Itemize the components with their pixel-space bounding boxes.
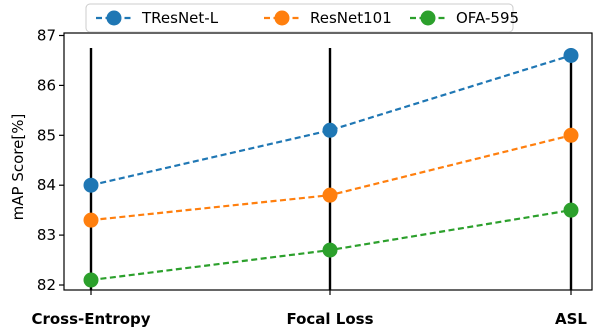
data-point [563,202,579,218]
y-tick-label: 83 [37,226,56,244]
x-tick-label: ASL [555,310,587,327]
data-point [322,122,338,138]
legend-label: TResNet-L [141,9,219,27]
legend-marker [274,10,290,26]
legend-marker [106,10,122,26]
legend-marker [420,10,436,26]
x-axis: Cross-Entropy Focal Loss ASL [31,290,587,327]
data-point [83,272,99,288]
data-point [83,212,99,228]
plot-frame [63,32,593,291]
plot-area [63,32,593,291]
legend: TResNet-L ResNet101 OFA-595 [85,3,519,33]
y-tick-label: 84 [37,176,56,194]
y-tick-label: 87 [37,26,56,44]
data-point [83,177,99,193]
y-tick-label: 85 [37,126,56,144]
y-tick-label: 86 [37,76,56,94]
legend-label: ResNet101 [310,9,392,27]
data-point [563,47,579,63]
y-axis-title: mAP Score[%] [9,114,27,221]
data-point [322,242,338,258]
legend-box [85,3,514,33]
data-point [322,187,338,203]
y-tick-label: 82 [37,276,56,294]
series-line [90,54,572,187]
x-tick-label: Cross-Entropy [31,310,150,327]
legend-label: OFA-595 [456,9,519,27]
y-axis: 82 83 84 85 86 87 [37,26,64,294]
x-tick-label: Focal Loss [286,310,373,327]
data-point [563,127,579,143]
